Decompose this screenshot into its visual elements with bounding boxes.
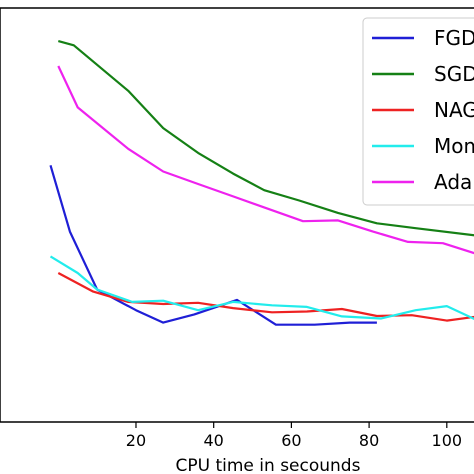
x-axis-ticks: 20 40 60 80 100 — [126, 422, 462, 450]
x-axis-title: CPU time in secounds — [176, 456, 361, 474]
legend-label-nag: NAG — [434, 98, 474, 122]
legend-label-adam: Ada — [434, 170, 472, 194]
x-tick-label: 60 — [281, 431, 301, 450]
legend-label-fgd: FGD — [434, 26, 474, 50]
plot-frame — [0, 7, 474, 423]
legend-label-momentum: Mom — [434, 134, 474, 158]
legend-box — [362, 17, 474, 206]
series-line-fgd — [49, 164, 377, 326]
legend-items: FGD SGD NAG Mom Ada — [372, 26, 474, 194]
series-layer — [49, 40, 474, 326]
series-line-momentum — [49, 255, 474, 320]
x-tick-label: 20 — [126, 431, 146, 450]
series-line-adam — [57, 65, 474, 255]
x-tick-label: 100 — [432, 431, 463, 450]
x-tick-label: 40 — [204, 431, 224, 450]
legend-label-sgd: SGD — [434, 62, 474, 86]
series-line-sgd — [58, 40, 474, 237]
series-line-nag — [57, 272, 474, 322]
x-tick-label: 80 — [359, 431, 379, 450]
legend: FGD SGD NAG Mom Ada — [362, 17, 474, 206]
